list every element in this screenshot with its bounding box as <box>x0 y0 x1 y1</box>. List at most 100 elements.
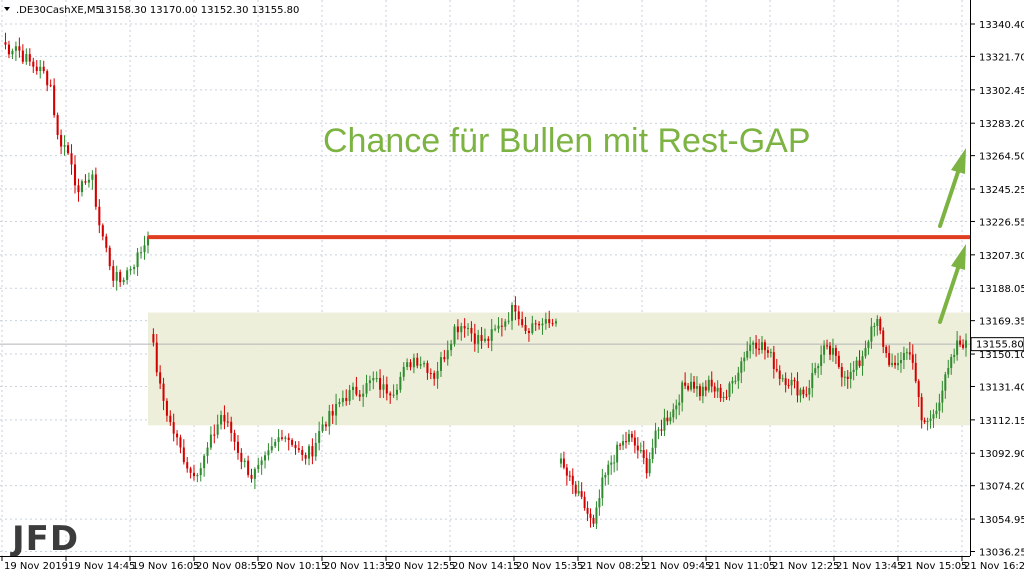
candle <box>308 444 311 466</box>
candle <box>639 442 642 454</box>
y-tick-label: 13321.70 <box>979 52 1024 63</box>
candle <box>169 410 172 426</box>
candle <box>467 323 470 336</box>
candle-body <box>385 384 388 394</box>
candle <box>781 374 784 382</box>
x-tick-label: 20 Nov 11:35 <box>324 561 391 572</box>
candle <box>684 372 687 390</box>
candle-body <box>820 354 823 367</box>
candle-body <box>577 491 580 494</box>
candle <box>514 296 517 321</box>
candle <box>784 372 787 393</box>
candle <box>348 384 351 405</box>
candle <box>953 348 956 364</box>
candle-body <box>911 354 914 363</box>
candle-body <box>331 411 334 416</box>
candle-body <box>755 342 758 349</box>
dropdown-icon[interactable] <box>4 7 10 11</box>
candle <box>21 44 24 64</box>
candle <box>98 199 101 234</box>
candle <box>196 472 199 483</box>
candle <box>538 321 541 330</box>
candle <box>494 324 497 332</box>
candle <box>49 79 52 88</box>
candle <box>450 339 453 357</box>
candle <box>619 442 622 451</box>
candle-body <box>693 381 695 389</box>
candle <box>595 501 598 529</box>
candle-body <box>277 437 280 442</box>
candle-body <box>32 61 35 67</box>
candle <box>199 462 202 482</box>
candle <box>651 438 654 464</box>
candle-body <box>220 414 223 425</box>
candle-body <box>250 474 253 479</box>
candle <box>625 431 627 449</box>
candle-body <box>778 370 781 379</box>
x-tick-label: 20 Nov 10:15 <box>260 561 327 572</box>
y-tick-label: 13131.40 <box>979 382 1024 393</box>
candle-body <box>274 441 277 447</box>
candle <box>335 393 338 426</box>
symbol-label: .DE30CashXE,M5 <box>16 5 102 16</box>
candle-body <box>544 319 547 324</box>
candle <box>511 302 514 330</box>
candle-body <box>365 383 368 394</box>
candle <box>91 170 94 190</box>
candle <box>713 382 716 398</box>
candle <box>497 317 500 333</box>
candle-body <box>867 341 870 349</box>
candle <box>189 466 192 479</box>
candle-body <box>690 381 693 390</box>
candle <box>840 363 843 387</box>
x-tick-label: 21 Nov 09:45 <box>644 561 711 572</box>
candle-body <box>375 377 378 379</box>
bullish-arrow-lower <box>938 244 966 324</box>
candle-body <box>203 455 206 469</box>
candle-body <box>94 174 97 207</box>
candle-body <box>379 377 382 390</box>
candle-body <box>321 424 324 432</box>
candle-body <box>716 387 719 392</box>
candle-body <box>627 433 630 442</box>
candle <box>338 398 341 408</box>
candle-body <box>487 338 490 341</box>
candle <box>7 40 10 59</box>
candle-body <box>494 328 497 330</box>
candle-body <box>60 135 63 147</box>
price-tag-box <box>970 337 1024 352</box>
candle-body <box>891 362 894 366</box>
candle-body <box>152 334 155 343</box>
candle-body <box>196 474 199 477</box>
candle-body <box>209 434 212 448</box>
candle <box>769 348 772 358</box>
candle-body <box>849 371 852 379</box>
candle-body <box>253 469 256 479</box>
candle <box>341 390 344 407</box>
candle <box>808 379 811 401</box>
candle-body <box>766 350 769 353</box>
candle-body <box>538 323 541 326</box>
candle-body <box>837 355 840 368</box>
candle <box>778 365 781 386</box>
candle <box>84 174 87 185</box>
candle <box>112 260 115 288</box>
candle <box>382 375 385 398</box>
candle <box>311 438 314 465</box>
candle <box>521 311 524 328</box>
candle-body <box>341 398 344 403</box>
candle <box>331 404 334 424</box>
candle <box>291 438 294 447</box>
candle <box>899 352 902 373</box>
candle-body <box>46 71 49 86</box>
candle <box>67 142 70 155</box>
candle <box>304 452 307 465</box>
candle-body <box>446 350 449 360</box>
candle <box>761 335 763 354</box>
candle <box>707 375 710 393</box>
candle-body <box>752 342 755 345</box>
candle-body <box>840 367 843 378</box>
candle-body <box>763 342 766 351</box>
candle-body <box>864 348 867 357</box>
